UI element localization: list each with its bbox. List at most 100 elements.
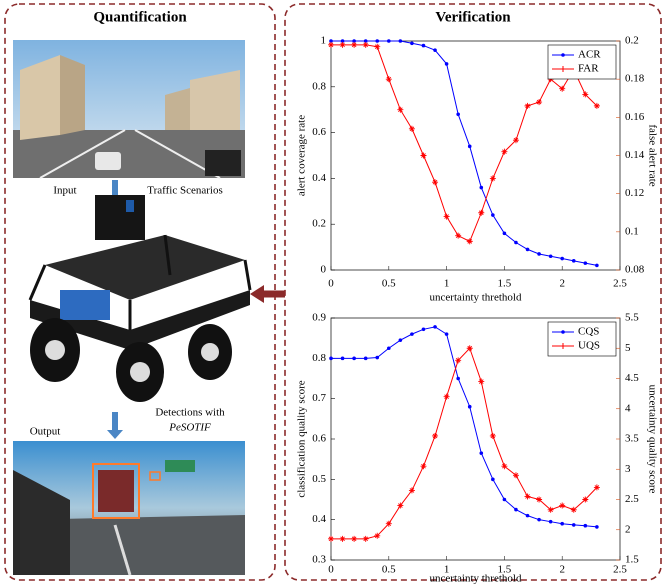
x-tick-label: 0.5 xyxy=(382,278,396,290)
y-tick-label: 0.18 xyxy=(625,73,645,85)
robot-image xyxy=(30,195,250,402)
point xyxy=(422,327,426,331)
y-axis-label: alert coverage rate xyxy=(296,115,308,196)
y-tick-label: 0.1 xyxy=(625,225,639,237)
point xyxy=(491,213,495,217)
point xyxy=(560,257,564,261)
x-tick-label: 2 xyxy=(559,278,565,290)
y-axis-label: classification quality score xyxy=(296,380,308,497)
point xyxy=(572,259,576,263)
point xyxy=(445,62,449,66)
point xyxy=(560,522,564,526)
point xyxy=(584,524,588,528)
output-label: Output xyxy=(30,426,61,438)
point xyxy=(456,377,460,381)
y-tick-label: 0.8 xyxy=(312,80,326,92)
x-tick-label: 0 xyxy=(328,278,334,290)
x-tick-label: 1.5 xyxy=(498,278,512,290)
legend-label: CQS xyxy=(578,326,599,338)
y-tick-label: 0.3 xyxy=(312,554,326,566)
point xyxy=(526,514,530,518)
arrow-head xyxy=(107,430,123,439)
input-label: Input xyxy=(53,185,76,197)
y-tick-label: 0 xyxy=(321,264,327,276)
point xyxy=(514,241,518,245)
point xyxy=(410,332,414,336)
y-tick-label: 4.5 xyxy=(625,372,639,384)
legend-marker xyxy=(561,330,565,334)
point xyxy=(491,478,495,482)
x-axis-label: uncertainty threthold xyxy=(430,292,522,304)
y2-axis-label: false alert rate xyxy=(646,124,658,186)
point xyxy=(479,186,483,190)
point xyxy=(479,451,483,455)
y-tick-label: 0.4 xyxy=(312,513,326,525)
point xyxy=(341,357,345,361)
point xyxy=(352,357,356,361)
y-tick-label: 3.5 xyxy=(625,433,639,445)
y-tick-label: 0.7 xyxy=(312,392,326,404)
detection-image xyxy=(13,441,245,575)
point xyxy=(468,405,472,409)
x-axis-label: uncertainty threthold xyxy=(430,573,522,584)
detection-method: PeSOTIF xyxy=(168,422,211,434)
point xyxy=(549,254,553,258)
y-tick-label: 1 xyxy=(321,35,327,47)
y-tick-label: 2 xyxy=(625,523,631,535)
y-tick-label: 0.14 xyxy=(625,149,645,161)
y-tick-label: 1.5 xyxy=(625,554,639,566)
y-tick-label: 3 xyxy=(625,463,631,475)
point xyxy=(445,332,449,336)
arrow-head xyxy=(250,285,264,303)
y-tick-label: 0.6 xyxy=(312,433,326,445)
y-tick-label: 5.5 xyxy=(625,312,639,324)
point xyxy=(399,39,403,43)
y-tick-label: 2.5 xyxy=(625,493,639,505)
x-tick-label: 0.5 xyxy=(382,564,396,576)
panel-title: Verification xyxy=(435,9,511,25)
y-tick-label: 0.16 xyxy=(625,111,645,123)
point xyxy=(364,357,368,361)
point xyxy=(572,523,576,527)
point xyxy=(503,232,507,236)
point xyxy=(595,264,599,268)
legend-label: ACR xyxy=(578,49,601,61)
point xyxy=(468,145,472,149)
y-tick-label: 0.8 xyxy=(312,352,326,364)
point xyxy=(375,356,379,360)
point xyxy=(595,525,599,529)
legend-label: UQS xyxy=(578,340,600,352)
point xyxy=(387,39,391,43)
point xyxy=(549,520,553,524)
point xyxy=(399,338,403,342)
figure: Quantification Input Traffic Scenarios O… xyxy=(0,0,666,584)
scenario-label: Traffic Scenarios xyxy=(147,185,222,197)
point xyxy=(422,44,426,48)
point xyxy=(584,261,588,265)
point xyxy=(526,248,530,252)
point xyxy=(375,39,379,43)
point xyxy=(433,325,437,329)
x-tick-label: 0 xyxy=(328,564,334,576)
y-tick-label: 0.2 xyxy=(625,35,639,47)
point xyxy=(329,357,333,361)
point xyxy=(537,518,541,522)
legend-marker xyxy=(561,53,565,57)
point xyxy=(503,498,507,502)
point xyxy=(387,346,391,350)
y-tick-label: 0.9 xyxy=(312,312,326,324)
y2-axis-label: uncertainty quality score xyxy=(646,385,658,494)
point xyxy=(514,508,518,512)
y-tick-label: 0.2 xyxy=(312,218,326,230)
y-tick-label: 0.6 xyxy=(312,126,326,138)
y-tick-label: 4 xyxy=(625,402,631,414)
point xyxy=(433,48,437,52)
scenario-image xyxy=(13,40,245,178)
panel-title: Quantification xyxy=(93,9,187,25)
x-tick-label: 2.5 xyxy=(613,278,627,290)
legend-label: FAR xyxy=(578,63,599,75)
x-tick-label: 2 xyxy=(559,564,565,576)
detection-label: Detections with xyxy=(155,407,225,419)
y-tick-label: 0.5 xyxy=(312,473,326,485)
point xyxy=(537,252,541,256)
